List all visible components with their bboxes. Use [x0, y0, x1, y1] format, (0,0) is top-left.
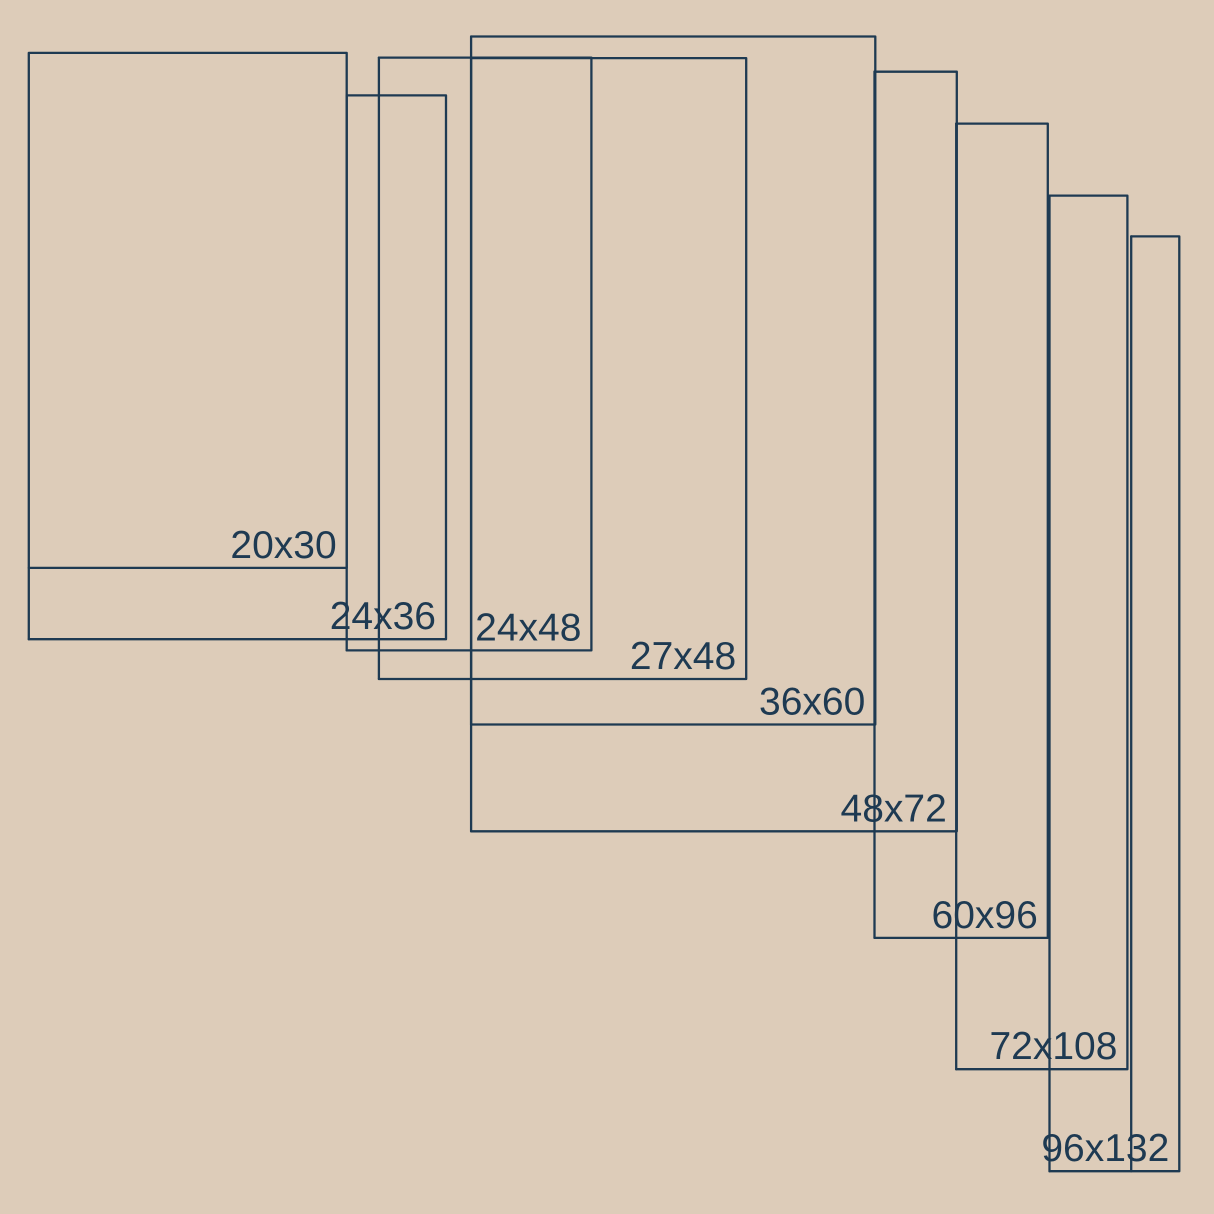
svg-text:24x48: 24x48 — [475, 606, 581, 649]
svg-text:72x108: 72x108 — [989, 1025, 1117, 1068]
svg-text:60x96: 60x96 — [932, 894, 1038, 937]
svg-text:24x36: 24x36 — [330, 595, 436, 638]
svg-text:96x132: 96x132 — [1041, 1127, 1169, 1170]
svg-text:36x60: 36x60 — [759, 681, 865, 724]
svg-text:27x48: 27x48 — [630, 635, 736, 678]
svg-text:20x30: 20x30 — [230, 524, 336, 567]
svg-text:48x72: 48x72 — [841, 787, 947, 830]
